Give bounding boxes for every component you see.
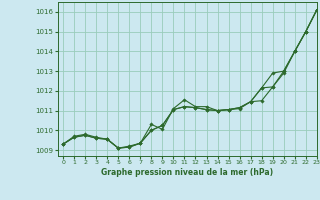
- X-axis label: Graphe pression niveau de la mer (hPa): Graphe pression niveau de la mer (hPa): [101, 168, 273, 177]
